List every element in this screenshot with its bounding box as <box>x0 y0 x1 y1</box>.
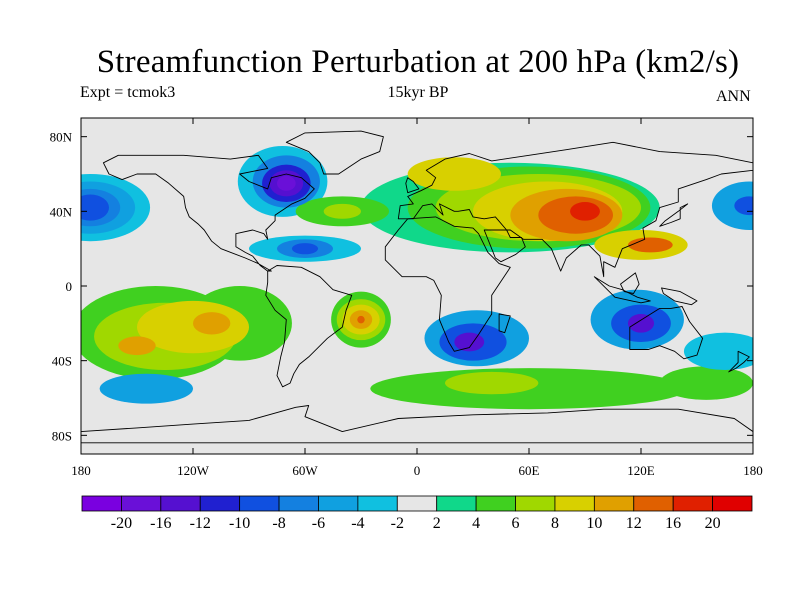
south-pacific-low <box>683 332 753 370</box>
colorbar-swatch <box>515 495 556 512</box>
colorbar-label: -10 <box>229 515 250 532</box>
colorbar-swatch <box>672 495 713 512</box>
coastlines <box>81 130 753 444</box>
colorbar-swatch <box>396 495 438 512</box>
contour-field <box>81 118 753 454</box>
season-label: ANN <box>716 88 751 105</box>
coast-new-guinea <box>661 287 698 306</box>
north-pacific-low-east-10 <box>734 196 753 216</box>
coast-arabia <box>483 229 526 263</box>
colorbar-label: 2 <box>433 515 441 532</box>
colorbar-label: -12 <box>190 515 211 532</box>
colorbar-label: 10 <box>586 515 602 532</box>
colorbar-label: 12 <box>626 515 642 532</box>
lon-tick-label: 180 <box>71 463 91 478</box>
coast-australia <box>629 306 704 360</box>
south-pacific-high-10 <box>193 312 231 335</box>
southern-ocean-band-east <box>659 366 753 400</box>
axes: 80N 40N 0 40S 80S 180 120W 60W 0 60E 120E 180 <box>50 118 763 478</box>
coast-japan <box>659 203 689 227</box>
east-asia-high-12 <box>627 237 673 253</box>
coast-antarctica <box>81 405 753 444</box>
lat-tick-label: 80S <box>52 428 72 443</box>
colorbar-label: -20 <box>111 515 132 532</box>
coast-africa <box>384 216 511 352</box>
chart-title: Streamfunction Perturbation at 200 hPa (… <box>96 44 740 80</box>
colorbar-label: 4 <box>472 515 480 532</box>
colorbar: -20 -16 -12 -10 -8 -6 -4 -2 2 4 6 8 10 12 16 20 <box>81 495 753 532</box>
lon-tick-label: 60E <box>519 463 540 478</box>
colorbar-label: -4 <box>351 515 364 532</box>
coast-borneo <box>620 272 640 294</box>
coast-madagascar <box>498 313 511 334</box>
colorbar-swatch <box>475 495 516 512</box>
coast-north-america <box>102 154 315 272</box>
south-atlantic-high-12 <box>357 315 365 324</box>
coast-indonesia <box>593 276 651 304</box>
south-africa-low-16 <box>454 332 485 352</box>
colorbar-label: 20 <box>705 515 721 532</box>
colorbar-swatch <box>712 495 753 512</box>
coast-south-america <box>265 265 353 388</box>
lon-tick-label: 120W <box>177 463 210 478</box>
colorbar-label: 8 <box>551 515 559 532</box>
lat-tick-label: 0 <box>66 279 73 294</box>
colorbar-label: -6 <box>312 515 325 532</box>
lat-tick-label: 40N <box>50 204 73 219</box>
atlantic-high-6 <box>323 203 362 219</box>
colorbar-swatch <box>239 495 280 512</box>
coast-uk <box>405 177 420 194</box>
lat-tick-label: 80N <box>50 130 73 145</box>
colorbar-swatch <box>593 495 635 512</box>
colorbar-swatch <box>278 495 319 512</box>
lon-tick-label: 60W <box>292 463 318 478</box>
coast-eurasia <box>397 141 753 278</box>
tropical-band-10 <box>291 243 319 255</box>
coast-greenland <box>285 130 384 175</box>
lon-tick-label: 180 <box>743 463 763 478</box>
colorbar-swatch <box>357 495 398 512</box>
experiment-label: Expt = tcmok3 <box>80 84 176 101</box>
colorbar-swatch <box>121 495 162 512</box>
colorbar-label: -8 <box>272 515 285 532</box>
coast-new-zealand <box>728 350 750 373</box>
colorbar-swatch <box>554 495 595 512</box>
colorbar-swatch <box>160 495 201 512</box>
lon-tick-label: 0 <box>414 463 421 478</box>
europe-high <box>407 157 502 191</box>
colorbar-swatch <box>199 495 241 512</box>
colorbar-label: -16 <box>150 515 171 532</box>
southern-ocean-band-2 <box>445 371 539 395</box>
north-pacific-low-10 <box>81 194 109 221</box>
colorbar-swatch <box>633 495 674 512</box>
lon-tick-label: 120E <box>627 463 655 478</box>
south-pacific-high-10w <box>118 336 156 356</box>
colorbar-label: -2 <box>391 515 404 532</box>
colorbar-swatch <box>81 495 122 512</box>
hudson-low-20 <box>277 175 296 191</box>
north-pacific-low-east-6 <box>711 181 753 230</box>
colorbar-label: 16 <box>665 515 681 532</box>
colorbar-swatch <box>436 495 477 512</box>
south-atlantic-low <box>99 373 193 404</box>
lat-tick-label: 40S <box>52 354 72 369</box>
colorbar-label: 6 <box>512 515 520 532</box>
period-label: 15kyr BP <box>387 84 449 101</box>
australia-low-16 <box>627 314 655 333</box>
eurasian-high-16 <box>570 202 600 221</box>
colorbar-swatch <box>318 495 359 512</box>
